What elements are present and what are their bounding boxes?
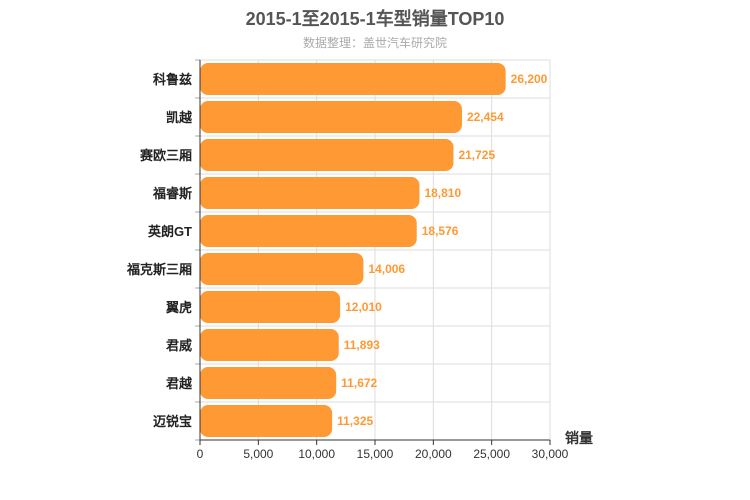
category-label: 君威: [166, 338, 192, 353]
bar: [200, 367, 337, 399]
bar: [200, 63, 506, 95]
x-axis-title: 销量: [565, 430, 593, 446]
bar-layer: 26,200 22,454 21,725 18,810 18,576 14,006 12,0…: [200, 63, 548, 437]
category-label: 福睿斯: [152, 186, 192, 201]
bar: [200, 139, 454, 171]
bar: [200, 177, 420, 209]
bar: [200, 405, 333, 437]
bar-value-label: 18,810: [424, 186, 461, 200]
bar: [200, 215, 417, 247]
x-tick-label: 5,000: [243, 447, 273, 461]
category-label: 迈锐宝: [153, 414, 192, 429]
bar: [200, 291, 341, 323]
bar-value-label: 11,893: [344, 338, 380, 352]
x-tick-label: 20,000: [415, 447, 452, 461]
bar-value-label: 12,010: [345, 300, 382, 314]
category-label: 凯越: [166, 110, 193, 125]
x-tick-label: 30,000: [532, 447, 569, 461]
bar-value-label: 22,454: [467, 110, 504, 124]
x-tick-label: 15,000: [357, 447, 394, 461]
category-label: 赛欧三厢: [139, 148, 192, 163]
bar: [200, 253, 364, 285]
chart-subtitle: 数据整理：盖世汽车研究院: [302, 36, 447, 50]
category-label: 英朗GT: [147, 224, 192, 239]
bar-value-label: 11,672: [341, 376, 377, 390]
category-label: 翼虎: [165, 300, 192, 315]
bar: [200, 101, 462, 133]
x-tick-label: 10,000: [298, 447, 335, 461]
bar: [200, 329, 339, 361]
bar-value-label: 26,200: [511, 72, 548, 86]
x-tick-label: 25,000: [473, 447, 510, 461]
category-label: 福克斯三厢: [126, 262, 192, 277]
bar-value-label: 14,006: [368, 262, 405, 276]
bar-value-label: 21,725: [458, 148, 495, 162]
category-label: 君越: [166, 376, 193, 391]
chart-title: 2015-1至2015-1车型销量TOP10: [245, 9, 505, 29]
x-tick-label: 0: [197, 447, 204, 461]
category-label: 科鲁兹: [153, 72, 192, 87]
bar-value-label: 18,576: [422, 224, 459, 238]
bar-value-label: 11,325: [337, 414, 373, 428]
